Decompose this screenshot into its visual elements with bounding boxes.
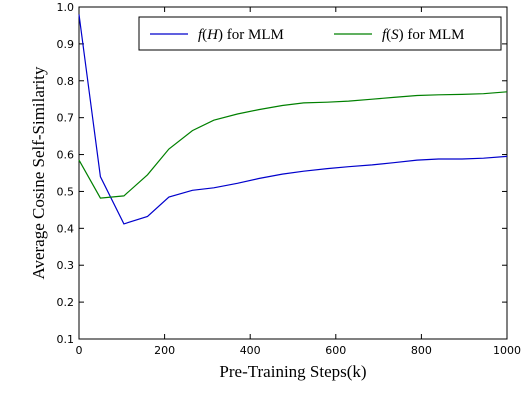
caption-clip [0,388,522,414]
x-axis-label: Pre-Training Steps(k) [219,362,366,381]
series-line-f-h [78,14,508,225]
y-tick-label: 0.4 [57,222,75,235]
y-axis-label: Average Cosine Self-Similarity [29,66,48,280]
y-tick-label: 1.0 [57,1,75,14]
y-tick-label: 0.1 [57,333,75,346]
x-tick-label: 200 [154,344,175,357]
legend-label-f-s: f(S) for MLM [382,27,465,43]
y-tick-label: 0.8 [57,75,75,88]
y-tick-label: 0.6 [57,149,75,162]
legend-label-f-h: f(H) for MLM [198,27,284,43]
x-tick-label: 600 [325,344,346,357]
y-tick-label: 0.5 [57,185,75,198]
y-tick-label: 0.2 [57,296,75,309]
x-tick-label: 0 [76,344,83,357]
plot-area [78,6,508,340]
series-line-f-s [78,91,508,199]
x-tick-label: 800 [411,344,432,357]
y-tick-label: 0.7 [57,112,75,125]
y-tick-label: 0.3 [57,259,75,272]
y-tick-label: 0.9 [57,38,75,51]
legend-box [138,16,502,51]
series-lines [78,14,508,225]
plot-frame [78,6,508,340]
axis-ticks: 0 200 400 600 800 1000 0.1 0.2 0.3 0.4 0.5 0.6 0.7 0.… [57,1,522,357]
x-tick-label: 1000 [493,344,521,357]
x-tick-label: 400 [240,344,261,357]
legend: f(H) for MLM f(S) for MLM [138,16,502,51]
